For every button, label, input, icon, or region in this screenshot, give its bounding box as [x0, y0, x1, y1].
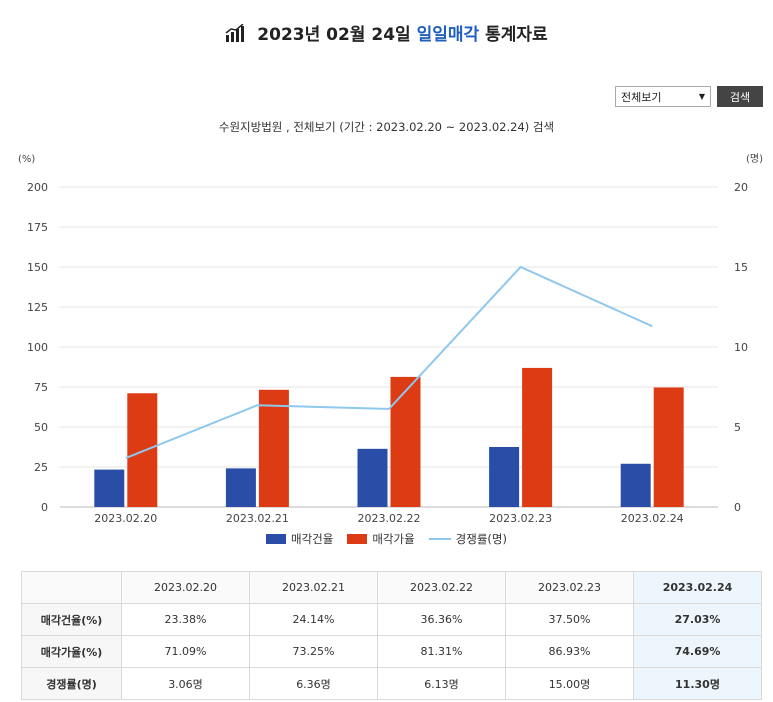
table-row: 매각건율(%) 23.38% 24.14% 36.36% 37.50% 27.0… — [21, 603, 762, 636]
y-left-tick-label: 100 — [27, 341, 48, 354]
legend-item: 매각가율 — [347, 531, 415, 547]
y-left-tick-label: 75 — [34, 381, 48, 394]
legend-label: 매각건율 — [291, 532, 334, 546]
x-tick-label: 2023.02.21 — [226, 512, 289, 525]
chevron-down-icon: ▼ — [698, 92, 705, 101]
legend-item: 경쟁률(명) — [428, 531, 507, 547]
table-row: 경쟁률(명) 3.06명 6.36명 6.13명 15.00명 11.30명 — [21, 667, 762, 700]
table-cell: 73.25% — [249, 635, 378, 668]
y-left-tick-label: 200 — [27, 181, 48, 194]
y-right-tick-label: 5 — [734, 421, 741, 434]
table-cell: 3.06명 — [121, 667, 250, 700]
bar-sale-price-rate — [653, 387, 684, 507]
y-left-tick-label: 150 — [27, 261, 48, 274]
legend-swatch — [428, 538, 451, 540]
bar-sale-price-rate — [390, 376, 421, 507]
bar-sale-count-rate — [620, 463, 651, 507]
bar-sale-price-rate — [127, 393, 158, 507]
title-highlight: 일일매각 — [416, 25, 480, 45]
legend-swatch — [266, 534, 287, 544]
table-header-cell: 2023.02.23 — [505, 571, 634, 604]
table-header-cell: 2023.02.21 — [249, 571, 378, 604]
search-button[interactable]: 검색 — [717, 86, 763, 107]
view-select[interactable]: 전체보기 ▼ — [615, 86, 711, 107]
table-header-cell: 2023.02.22 — [377, 571, 506, 604]
y-left-tick-label: 0 — [41, 501, 48, 514]
chart-legend: 매각건율 매각가율 경쟁률(명) — [0, 531, 773, 547]
table-cell: 6.13명 — [377, 667, 506, 700]
table-header-row: 2023.02.20 2023.02.21 2023.02.22 2023.02… — [21, 571, 762, 604]
stats-table: 2023.02.20 2023.02.21 2023.02.22 2023.02… — [21, 571, 762, 700]
y-left-tick-label: 50 — [34, 421, 48, 434]
combo-chart: 0 25 50 75 100 125 150 175 200 0 5 10 15 20 (%) (명) 2023… — [18, 153, 763, 525]
bar-chart-icon — [225, 24, 245, 42]
table-cell: 86.93% — [505, 635, 634, 668]
table-header-cell: 2023.02.24 — [633, 571, 762, 604]
page-title: 2023년 02월 24일 일일매각 통계자료 — [0, 20, 773, 45]
bar-sale-price-rate — [258, 389, 289, 507]
table-cell: 36.36% — [377, 603, 506, 636]
y-right-tick-label: 20 — [734, 181, 748, 194]
table-cell: 24.14% — [249, 603, 378, 636]
title-suffix: 통계자료 — [485, 25, 548, 45]
table-header-cell: 2023.02.20 — [121, 571, 250, 604]
table-cell: 71.09% — [121, 635, 250, 668]
title-date: 2023년 02월 24일 — [257, 25, 411, 45]
row-label: 매각가율(%) — [21, 635, 122, 668]
y-right-tick-label: 15 — [734, 261, 748, 274]
chart-subtitle: 수원지방법원 , 전체보기 (기간 : 2023.02.20 ~ 2023.02… — [218, 120, 555, 134]
legend-item: 매각건율 — [266, 531, 333, 547]
bar-sale-count-rate — [357, 448, 388, 507]
bar-sale-count-rate — [489, 447, 520, 507]
line-competition-rate — [125, 265, 653, 459]
table-cell: 27.03% — [633, 603, 762, 636]
row-label: 경쟁률(명) — [21, 667, 122, 700]
y-left-tick-label: 175 — [27, 221, 48, 234]
y-right-unit: (명) — [746, 153, 763, 165]
y-right-tick-label: 10 — [734, 341, 748, 354]
row-label: 매각건율(%) — [21, 603, 122, 636]
table-cell: 37.50% — [505, 603, 634, 636]
table-row: 매각가율(%) 71.09% 73.25% 81.31% 86.93% 74.6… — [21, 635, 762, 668]
table-cell: 23.38% — [121, 603, 250, 636]
table-cell: 74.69% — [633, 635, 762, 668]
legend-label: 경쟁률(명) — [455, 532, 507, 546]
y-left-unit: (%) — [18, 154, 35, 165]
x-tick-label: 2023.02.24 — [621, 512, 684, 525]
table-cell: 81.31% — [377, 635, 506, 668]
y-left-tick-label: 25 — [34, 461, 48, 474]
filter-controls: 전체보기 ▼ 검색 — [615, 86, 763, 107]
x-tick-label: 2023.02.23 — [489, 512, 552, 525]
bar-sale-count-rate — [94, 469, 125, 507]
y-left-tick-label: 125 — [27, 301, 48, 314]
x-tick-label: 2023.02.22 — [358, 512, 421, 525]
y-right-tick-label: 0 — [734, 501, 741, 514]
legend-label: 매각가율 — [372, 532, 415, 546]
x-tick-label: 2023.02.20 — [94, 512, 157, 525]
view-select-value: 전체보기 — [621, 90, 662, 104]
table-header-cell — [21, 571, 122, 604]
bar-sale-count-rate — [225, 468, 256, 507]
table-cell: 15.00명 — [505, 667, 634, 700]
table-cell: 6.36명 — [249, 667, 378, 700]
bar-sale-price-rate — [522, 367, 553, 507]
legend-swatch — [347, 534, 368, 544]
table-cell: 11.30명 — [633, 667, 762, 700]
